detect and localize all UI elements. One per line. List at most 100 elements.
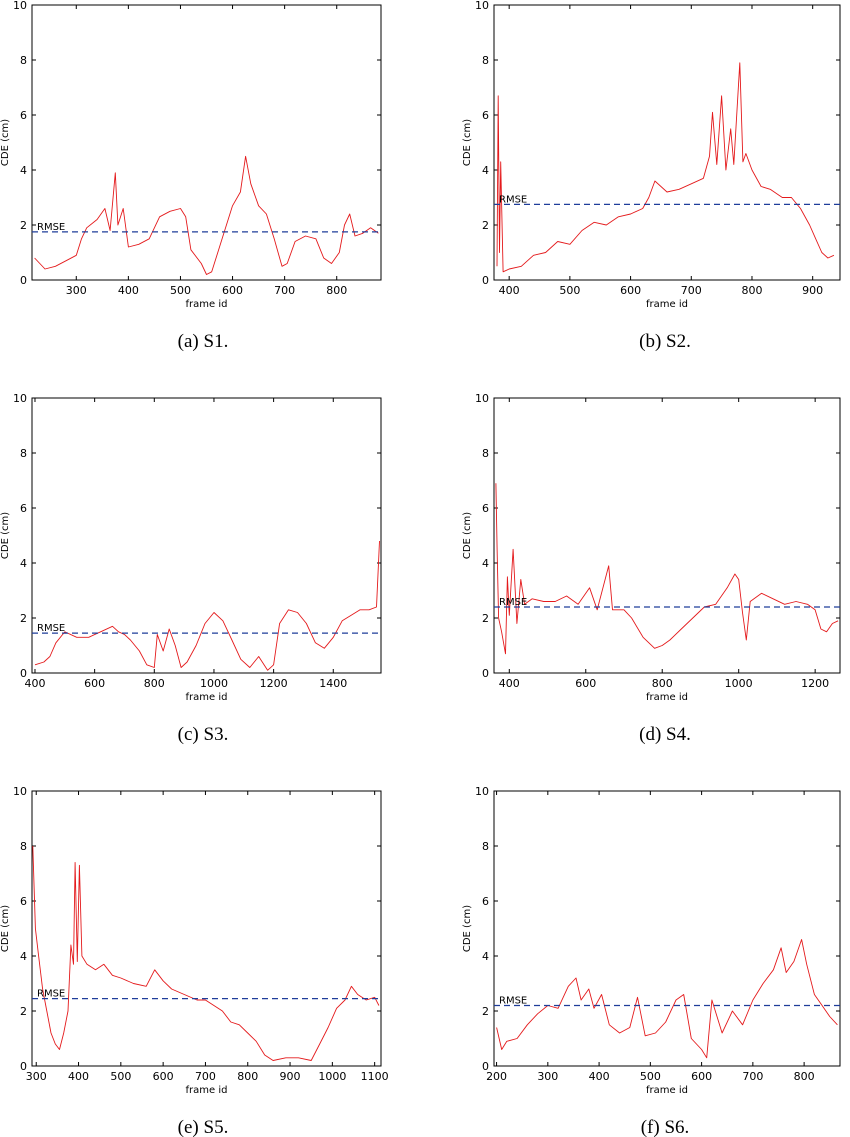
x-axis-label: frame id <box>186 1085 228 1096</box>
y-tick-label: 8 <box>482 54 489 67</box>
chart-panel-1: 0 2 4 6 8 10 300 400 500 600 700 800 frame id CDE (cm… <box>0 0 382 310</box>
rmse-label: RMSE <box>37 222 65 233</box>
y-tick-label: 4 <box>482 164 489 177</box>
x-tick-label: 800 <box>652 677 673 690</box>
cde-series-line <box>32 845 380 1061</box>
y-tick-label: 8 <box>20 447 27 460</box>
rmse-label: RMSE <box>499 194 527 205</box>
plot-area <box>31 4 382 281</box>
x-tick-label: 1100 <box>361 1070 389 1083</box>
x-tick-label: 600 <box>691 1070 712 1083</box>
y-tick-label: 0 <box>482 274 489 287</box>
y-axis-label: CDE (cm) <box>0 905 11 952</box>
cde-series-line <box>34 155 379 275</box>
x-tick-label: 1000 <box>200 677 228 690</box>
y-tick-label: 8 <box>482 840 489 853</box>
y-tick-label: 0 <box>20 1060 27 1073</box>
y-tick-label: 6 <box>482 895 489 908</box>
y-tick-label: 2 <box>20 219 27 232</box>
rmse-label: RMSE <box>37 623 65 634</box>
cde-series-line <box>34 540 380 671</box>
rmse-label: RMSE <box>499 597 527 608</box>
y-tick-label: 8 <box>20 840 27 853</box>
x-tick-label: 800 <box>237 1070 258 1083</box>
x-tick-label: 700 <box>681 284 702 297</box>
y-tick-label: 8 <box>482 447 489 460</box>
y-tick-label: 4 <box>482 950 489 963</box>
x-tick-label: 700 <box>274 284 295 297</box>
x-tick-label: 500 <box>640 1070 661 1083</box>
x-tick-label: 500 <box>170 284 191 297</box>
y-tick-label: 10 <box>475 785 489 798</box>
x-tick-label: 600 <box>222 284 243 297</box>
y-tick-label: 6 <box>20 895 27 908</box>
y-tick-label: 8 <box>20 54 27 67</box>
x-tick-label: 700 <box>195 1070 216 1083</box>
panel-caption: (d) S4. <box>639 724 691 745</box>
chart-panel-5: 0 2 4 6 8 10 300 400 500 600 700 800 900 1000 1100 fram… <box>0 785 389 1096</box>
x-tick-label: 400 <box>24 677 45 690</box>
x-tick-label: 900 <box>280 1070 301 1083</box>
x-tick-label: 300 <box>537 1070 558 1083</box>
x-tick-label: 800 <box>326 284 347 297</box>
panel-caption: (a) S1. <box>178 331 229 352</box>
x-tick-label: 1000 <box>725 677 753 690</box>
y-axis-label: CDE (cm) <box>462 512 473 559</box>
y-tick-label: 10 <box>13 785 27 798</box>
chart-panel-4: 0 2 4 6 8 10 400 600 800 1000 1200 frame id CDE (cm)… <box>462 392 841 703</box>
panel-caption: (c) S3. <box>178 724 229 745</box>
x-tick-label: 300 <box>66 284 87 297</box>
y-axis-label: CDE (cm) <box>462 905 473 952</box>
y-tick-label: 4 <box>20 557 27 570</box>
x-tick-label: 700 <box>742 1070 763 1083</box>
y-axis-label: CDE (cm) <box>0 512 11 559</box>
x-tick-label: 400 <box>118 284 139 297</box>
cde-series-line <box>496 62 835 273</box>
plot-area <box>31 397 382 674</box>
x-axis-label: frame id <box>186 299 228 310</box>
x-tick-label: 1200 <box>260 677 288 690</box>
cde-series-line <box>496 939 838 1059</box>
y-tick-label: 6 <box>482 109 489 122</box>
y-tick-label: 10 <box>13 392 27 405</box>
panel-caption: (b) S2. <box>639 331 691 352</box>
plot-area <box>31 790 382 1067</box>
y-tick-label: 0 <box>482 667 489 680</box>
y-tick-label: 10 <box>475 392 489 405</box>
x-tick-label: 1200 <box>801 677 829 690</box>
x-tick-label: 600 <box>620 284 641 297</box>
x-axis-label: frame id <box>186 692 228 703</box>
x-tick-label: 800 <box>741 284 762 297</box>
x-tick-label: 300 <box>26 1070 47 1083</box>
x-tick-label: 600 <box>84 677 105 690</box>
x-tick-label: 400 <box>68 1070 89 1083</box>
y-tick-label: 0 <box>20 274 27 287</box>
y-tick-label: 6 <box>20 502 27 515</box>
y-tick-label: 0 <box>20 667 27 680</box>
x-tick-label: 400 <box>499 677 520 690</box>
chart-panel-3: 0 2 4 6 8 10 400 600 800 1000 1200 1400 frame id CDE … <box>0 392 382 703</box>
x-tick-label: 500 <box>110 1070 131 1083</box>
y-tick-label: 4 <box>482 557 489 570</box>
plot-area <box>493 4 841 281</box>
panel-caption: (f) S6. <box>641 1117 690 1137</box>
x-tick-label: 400 <box>589 1070 610 1083</box>
y-tick-label: 6 <box>20 109 27 122</box>
y-tick-label: 10 <box>13 0 27 12</box>
y-tick-label: 2 <box>482 219 489 232</box>
x-tick-label: 800 <box>144 677 165 690</box>
y-tick-label: 6 <box>482 502 489 515</box>
panel-caption: (e) S5. <box>178 1117 229 1137</box>
chart-panel-6: 0 2 4 6 8 10 200 300 400 500 600 700 800 frame id CDE … <box>462 785 841 1096</box>
x-tick-label: 1000 <box>318 1070 346 1083</box>
x-tick-label: 1400 <box>319 677 347 690</box>
y-tick-label: 2 <box>20 1005 27 1018</box>
x-tick-label: 200 <box>486 1070 507 1083</box>
x-axis-label: frame id <box>646 1085 688 1096</box>
x-tick-label: 600 <box>575 677 596 690</box>
y-axis-label: CDE (cm) <box>462 119 473 166</box>
y-tick-label: 2 <box>482 612 489 625</box>
y-tick-label: 2 <box>482 1005 489 1018</box>
x-tick-label: 900 <box>802 284 823 297</box>
